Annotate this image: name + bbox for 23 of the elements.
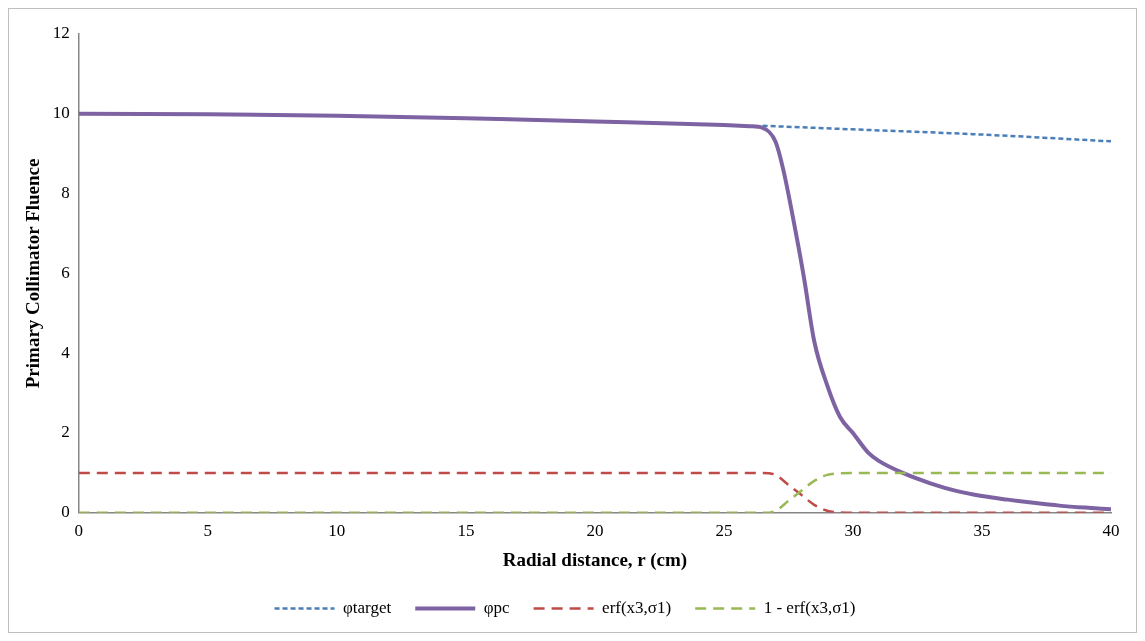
x-tick-label: 30 — [844, 521, 862, 541]
x-tick-label: 25 — [715, 521, 733, 541]
y-tick-label: 6 — [61, 262, 70, 282]
y-tick-label: 4 — [61, 342, 71, 362]
x-tick-label: 0 — [74, 521, 84, 541]
legend-label: φpc — [483, 597, 511, 617]
legend-label: 1 - erf(x3,σ1) — [763, 597, 856, 617]
x-tick-label: 5 — [203, 521, 213, 541]
y-tick-label: 0 — [61, 502, 70, 522]
y-tick-label: 12 — [52, 23, 70, 43]
x-tick-label: 40 — [1102, 521, 1120, 541]
x-tick-label: 20 — [586, 521, 604, 541]
y-axis-title: Primary Collimator Fluence — [22, 158, 44, 389]
y-tick-label: 8 — [61, 183, 70, 203]
y-tick-label: 10 — [52, 103, 70, 123]
legend-label: φtarget — [343, 597, 392, 617]
x-tick-label: 15 — [457, 521, 475, 541]
line-series — [761, 124, 1111, 143]
x-tick-label: 35 — [973, 521, 991, 541]
legend-label: erf(x3,σ1) — [602, 597, 672, 617]
x-axis-title: Radial distance, r (cm) — [502, 548, 688, 571]
x-tick-label: 10 — [328, 521, 346, 541]
y-tick-label: 2 — [61, 422, 70, 442]
